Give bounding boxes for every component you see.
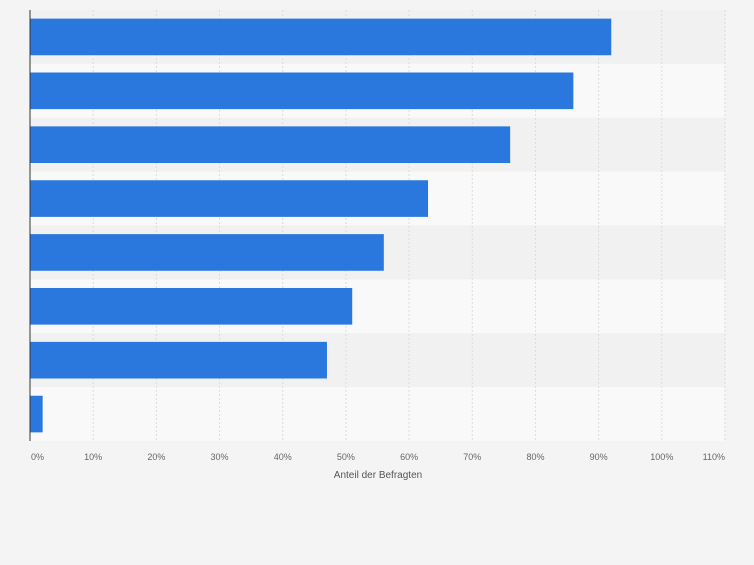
x-tick-labels: 0% 10% 20% 30% 40% 50% 60% 70% 80% 90% 100% 110% [31, 452, 725, 462]
bar[interactable] [30, 341, 327, 379]
bar[interactable] [30, 234, 384, 271]
bars [30, 18, 612, 433]
bar[interactable] [30, 18, 612, 56]
x-tick-label: 100% [650, 452, 673, 462]
bar[interactable] [30, 126, 511, 164]
x-tick-label: 20% [147, 452, 165, 462]
x-tick-label: 110% [703, 452, 725, 462]
x-tick-label: 0% [31, 452, 44, 462]
x-tick-label: 40% [274, 452, 292, 462]
x-tick-label: 80% [526, 452, 544, 462]
x-tick-label: 60% [400, 452, 418, 462]
x-tick-label: 90% [590, 452, 608, 462]
row-band [30, 387, 725, 441]
x-tick-label: 50% [337, 452, 355, 462]
bar[interactable] [30, 180, 429, 217]
x-tick-label: 30% [211, 452, 229, 462]
bar[interactable] [30, 72, 574, 110]
x-tick-label: 70% [463, 452, 481, 462]
x-tick-label: 10% [84, 452, 102, 462]
bar[interactable] [30, 395, 43, 433]
x-axis-title: Anteil der Befragten [334, 470, 422, 481]
bar[interactable] [30, 287, 353, 325]
